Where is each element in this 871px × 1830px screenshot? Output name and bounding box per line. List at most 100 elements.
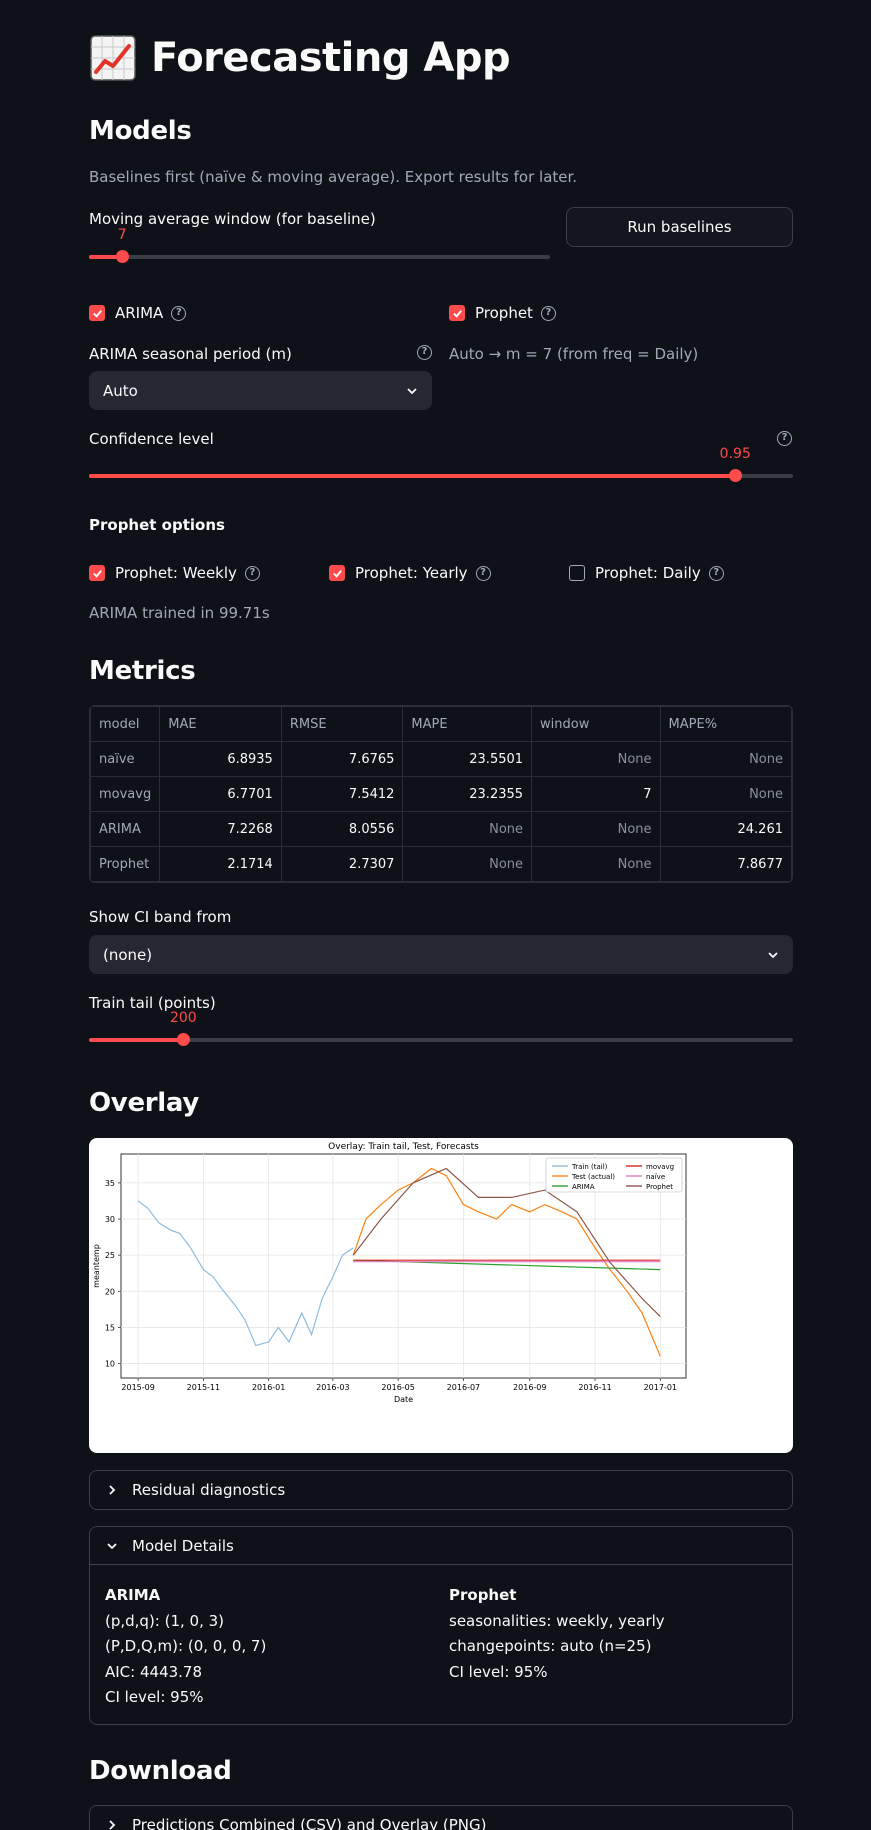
series-line-prophet (352, 1167, 661, 1318)
help-icon[interactable]: ? (171, 305, 187, 321)
arima-label: ARIMA (115, 304, 164, 322)
checkbox-checked-icon[interactable] (329, 565, 345, 581)
confidence-value: 0.95 (719, 446, 751, 462)
confidence-thumb[interactable] (729, 469, 743, 482)
table-cell[interactable]: None (531, 811, 661, 847)
table-cell[interactable]: 7.5412 (280, 776, 404, 812)
table-cell[interactable]: None (659, 776, 792, 812)
arima-checkbox[interactable]: ARIMA ? (89, 304, 187, 322)
checkbox-unchecked-icon[interactable] (569, 565, 585, 581)
train-tail-fill (89, 1038, 184, 1042)
table-cell[interactable]: 23.5501 (402, 741, 533, 777)
table-cell[interactable]: None (531, 741, 661, 777)
metrics-table[interactable]: model MAE RMSE MAPE window MAPE% naïve 6.8935 7… (89, 705, 793, 883)
table-cell[interactable]: 6.7701 (159, 776, 282, 812)
table-cell[interactable]: 2.7307 (280, 846, 404, 882)
prophet-label: Prophet (475, 304, 533, 322)
table-cell[interactable]: None (659, 741, 792, 777)
table-cell[interactable]: 7.8677 (659, 846, 792, 882)
ma-window-value: 7 (117, 227, 127, 243)
train-tail-track[interactable]: 200 (89, 1010, 793, 1046)
column-header[interactable]: RMSE (280, 706, 404, 742)
download-heading: Download (89, 1756, 232, 1786)
help-icon[interactable]: ? (777, 431, 792, 446)
table-cell[interactable]: 2.1714 (159, 846, 282, 882)
chevron-down-icon (407, 387, 417, 394)
table-cell[interactable]: naïve (90, 741, 161, 777)
prophet-daily-checkbox[interactable]: Prophet: Daily ? (569, 564, 724, 582)
seasonal-period-label: ARIMA seasonal period (m) (89, 345, 292, 363)
table-cell[interactable]: ARIMA (90, 811, 161, 847)
prophet-weekly-checkbox[interactable]: Prophet: Weekly ? (89, 564, 260, 582)
prophet-seasonalities: seasonalities: weekly, yearly (449, 1611, 665, 1630)
model-details-expander[interactable]: Model Details ARIMA (p,d,q): (1, 0, 3) (… (89, 1526, 793, 1725)
x-tick-label: 2016-05 (381, 1383, 414, 1392)
seasonal-period-select[interactable]: Auto (89, 371, 432, 410)
table-cell[interactable]: 8.0556 (280, 811, 404, 847)
ma-window-track[interactable]: 7 (89, 227, 550, 263)
table-row[interactable]: ARIMA 7.2268 8.0556 None None 24.261 (90, 811, 792, 847)
table-cell[interactable]: 7.2268 (159, 811, 282, 847)
table-cell[interactable]: 7 (531, 776, 661, 812)
column-header[interactable]: window (531, 706, 661, 742)
column-header[interactable]: MAPE% (659, 706, 792, 742)
prophet-ci-level: CI level: 95% (449, 1662, 548, 1681)
confidence-track[interactable]: 0.95 (89, 446, 793, 482)
overlay-chart: Overlay: Train tail, Test, Forecasts 10 15… (89, 1138, 793, 1453)
checkbox-checked-icon[interactable] (89, 565, 105, 581)
ma-window-slider[interactable]: 7 (89, 227, 550, 263)
download-expander-header[interactable]: Predictions Combined (CSV) and Overlay (… (90, 1806, 792, 1830)
table-cell[interactable]: None (402, 846, 533, 882)
ci-band-select[interactable]: (none) (89, 935, 793, 974)
prophet-yearly-label: Prophet: Yearly (355, 564, 468, 582)
table-cell[interactable]: 23.2355 (402, 776, 533, 812)
chevron-down-icon (768, 951, 778, 958)
table-cell[interactable]: 24.261 (659, 811, 792, 847)
prophet-checkbox[interactable]: Prophet ? (449, 304, 556, 322)
help-icon[interactable]: ? (417, 345, 432, 360)
legend-box (545, 1157, 683, 1193)
arima-aic: AIC: 4443.78 (105, 1662, 203, 1681)
run-baselines-button[interactable]: Run baselines (566, 207, 793, 247)
help-icon[interactable]: ? (475, 565, 491, 581)
train-tail-value: 200 (169, 1010, 197, 1026)
table-cell[interactable]: movavg (90, 776, 161, 812)
table-cell[interactable]: 6.8935 (159, 741, 282, 777)
download-expander[interactable]: Predictions Combined (CSV) and Overlay (… (89, 1805, 793, 1830)
column-header[interactable]: model (90, 706, 161, 742)
prophet-details-title: Prophet (449, 1586, 517, 1604)
auto-period-note: Auto → m = 7 (from freq = Daily) (449, 345, 699, 363)
table-cell[interactable]: None (531, 846, 661, 882)
checkbox-checked-icon[interactable] (89, 305, 105, 321)
table-cell[interactable]: 7.6765 (280, 741, 404, 777)
ma-window-label: Moving average window (for baseline) (89, 210, 376, 228)
x-axis-label: Date (394, 1395, 413, 1404)
chevron-right-icon (109, 1485, 116, 1495)
table-row[interactable]: movavg 6.7701 7.5412 23.2355 7 None (90, 776, 792, 812)
models-caption: Baselines first (naïve & moving average)… (89, 168, 578, 186)
table-row[interactable]: Prophet 2.1714 2.7307 None None 7.8677 (90, 846, 792, 882)
x-tick-label: 2015-11 (187, 1383, 220, 1392)
confidence-slider[interactable]: 0.95 (89, 446, 793, 482)
legend-label: Prophet (646, 1183, 673, 1191)
help-icon[interactable]: ? (244, 565, 260, 581)
table-cell[interactable]: None (402, 811, 533, 847)
ma-window-thumb[interactable] (116, 250, 130, 263)
residual-diagnostics-expander[interactable]: Residual diagnostics (89, 1470, 793, 1510)
arima-ci-level: CI level: 95% (105, 1688, 204, 1706)
table-row[interactable]: naïve 6.8935 7.6765 23.5501 None None (90, 741, 792, 777)
model-details-label: Model Details (132, 1536, 234, 1555)
table-cell[interactable]: Prophet (90, 846, 161, 882)
train-tail-slider[interactable]: 200 (89, 1010, 793, 1046)
checkbox-checked-icon[interactable] (449, 305, 465, 321)
prophet-daily-label: Prophet: Daily (595, 564, 701, 582)
help-icon[interactable]: ? (540, 305, 556, 321)
help-icon[interactable]: ? (708, 565, 724, 581)
chart-increasing-icon (89, 34, 137, 82)
train-tail-thumb[interactable] (177, 1033, 191, 1046)
prophet-yearly-checkbox[interactable]: Prophet: Yearly ? (329, 564, 491, 582)
model-details-header[interactable]: Model Details (90, 1527, 792, 1565)
column-header[interactable]: MAE (159, 706, 282, 742)
column-header[interactable]: MAPE (402, 706, 533, 742)
residual-diagnostics-header[interactable]: Residual diagnostics (90, 1471, 792, 1509)
